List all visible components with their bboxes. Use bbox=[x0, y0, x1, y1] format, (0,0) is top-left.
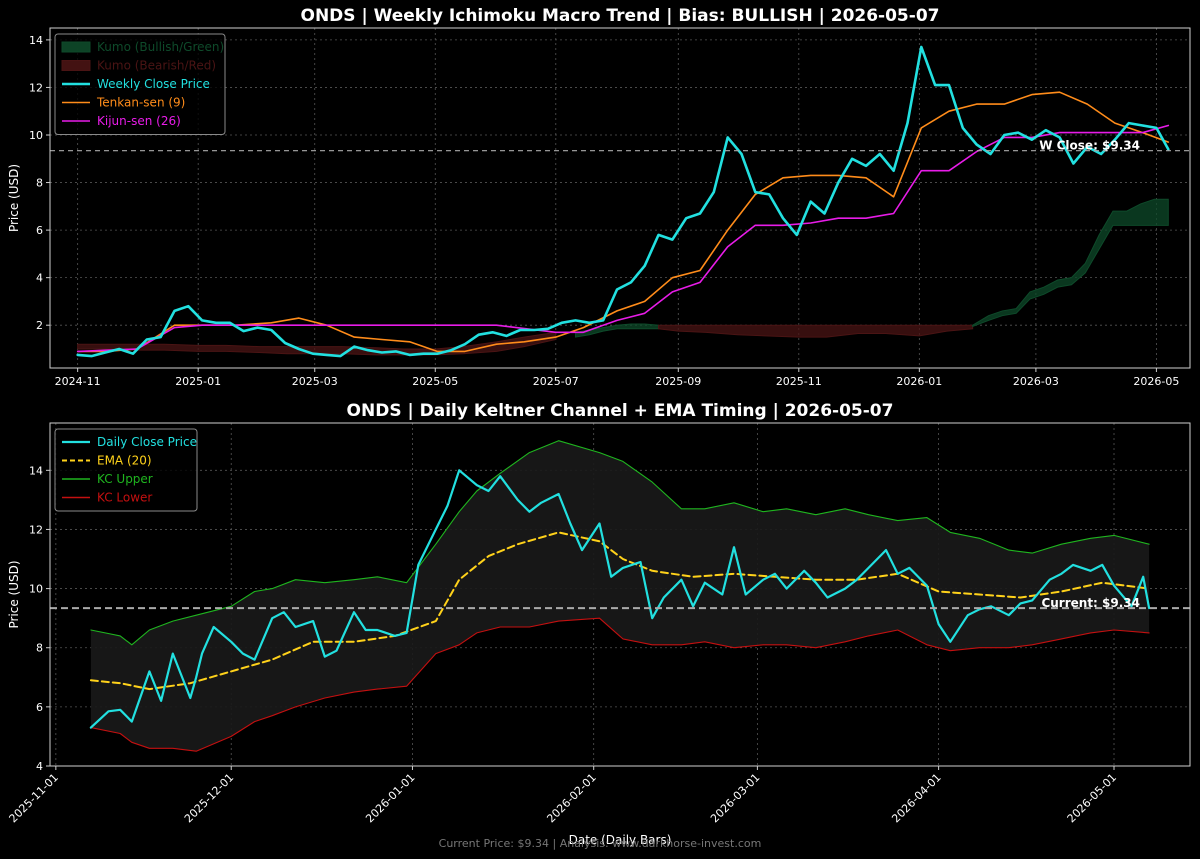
panel-title: ONDS | Daily Keltner Channel + EMA Timin… bbox=[347, 401, 894, 421]
kumo-fill-kumo-bearish-red bbox=[77, 331, 557, 356]
series-line-daily-close-price bbox=[89, 469, 1151, 729]
reference-line-label: W Close: $9.34 bbox=[1039, 139, 1140, 153]
x-tick-label: 2025-07 bbox=[533, 375, 579, 388]
panel-title: ONDS | Weekly Ichimoku Macro Trend | Bia… bbox=[301, 6, 940, 26]
legend-label: Weekly Close Price bbox=[97, 77, 210, 91]
legend: Daily Close Price EMA (20) KC Upper KC Lowe… bbox=[54, 428, 198, 512]
reference-line-label: Current: $9.34 bbox=[1041, 596, 1140, 610]
y-tick-label: 6 bbox=[36, 224, 43, 237]
legend-label: EMA (20) bbox=[97, 454, 152, 468]
footer-text: Current Price: $9.34 | Analysis: www.dar… bbox=[438, 837, 762, 850]
x-tick-label: 2025-03 bbox=[292, 375, 338, 388]
legend-label: Tenkan-sen (9) bbox=[96, 96, 185, 110]
y-tick-label: 4 bbox=[36, 760, 43, 773]
grid bbox=[50, 28, 1190, 368]
legend-label: Kijun-sen (26) bbox=[97, 114, 181, 128]
axes-frame bbox=[49, 422, 1191, 767]
x-axis-label: Date (Daily Bars) bbox=[569, 833, 672, 847]
series-line-weekly-close-price bbox=[76, 45, 1170, 358]
y-tick-label: 12 bbox=[29, 81, 43, 94]
series-line-tenkan-sen-9 bbox=[76, 91, 1170, 353]
axes-frame bbox=[49, 27, 1191, 369]
plot-area bbox=[50, 440, 1190, 752]
legend-box bbox=[54, 428, 198, 512]
x-tick-label: 2026-05 bbox=[1133, 375, 1179, 388]
legend-box bbox=[54, 33, 226, 135]
x-tick-label: 2026-03 bbox=[1013, 375, 1059, 388]
x-tick-label: 2025-05 bbox=[412, 375, 458, 388]
y-tick-label: 4 bbox=[36, 272, 43, 285]
y-tick-label: 10 bbox=[29, 129, 43, 142]
y-tick-label: 8 bbox=[36, 177, 43, 190]
y-tick-label: 2 bbox=[36, 319, 43, 332]
legend-label: KC Upper bbox=[97, 472, 153, 486]
y-tick-label: 10 bbox=[29, 583, 43, 596]
y-tick-label: 12 bbox=[29, 523, 43, 536]
y-axis-label: Price (USD) bbox=[7, 164, 21, 232]
legend-label: Kumo (Bearish/Red) bbox=[97, 59, 216, 73]
weekly-ichimoku-panel: ONDS | Weekly Ichimoku Macro Trend | Bia… bbox=[7, 6, 1191, 388]
y-tick-label: 14 bbox=[29, 464, 43, 477]
series-line-ema-20 bbox=[89, 531, 1151, 691]
legend-swatch bbox=[61, 41, 91, 53]
series-line-kc-lower bbox=[90, 617, 1150, 752]
x-tick-label: 2025-11 bbox=[776, 375, 822, 388]
series-line-kc-upper bbox=[90, 440, 1150, 646]
kumo-fill-segment-2 bbox=[658, 324, 974, 338]
x-tick-label: 2025-09 bbox=[655, 375, 701, 388]
x-tick-label: 2025-01 bbox=[175, 375, 221, 388]
plot-area bbox=[50, 45, 1190, 358]
legend-label: KC Lower bbox=[97, 491, 152, 505]
kumo-fill-segment-3 bbox=[972, 198, 1169, 328]
legend-swatch bbox=[61, 60, 91, 71]
y-tick-label: 8 bbox=[36, 642, 43, 655]
y-tick-label: 6 bbox=[36, 701, 43, 714]
legend-label: Daily Close Price bbox=[97, 435, 197, 449]
legend: Kumo (Bullish/Green) Kumo (Bearish/Red) We… bbox=[54, 33, 226, 135]
legend-label: Kumo (Bullish/Green) bbox=[97, 40, 224, 54]
y-axis-label: Price (USD) bbox=[7, 560, 21, 628]
x-tick-label: 2024-11 bbox=[55, 375, 101, 388]
y-tick-label: 14 bbox=[29, 34, 43, 47]
x-tick-label: 2026-01 bbox=[896, 375, 942, 388]
